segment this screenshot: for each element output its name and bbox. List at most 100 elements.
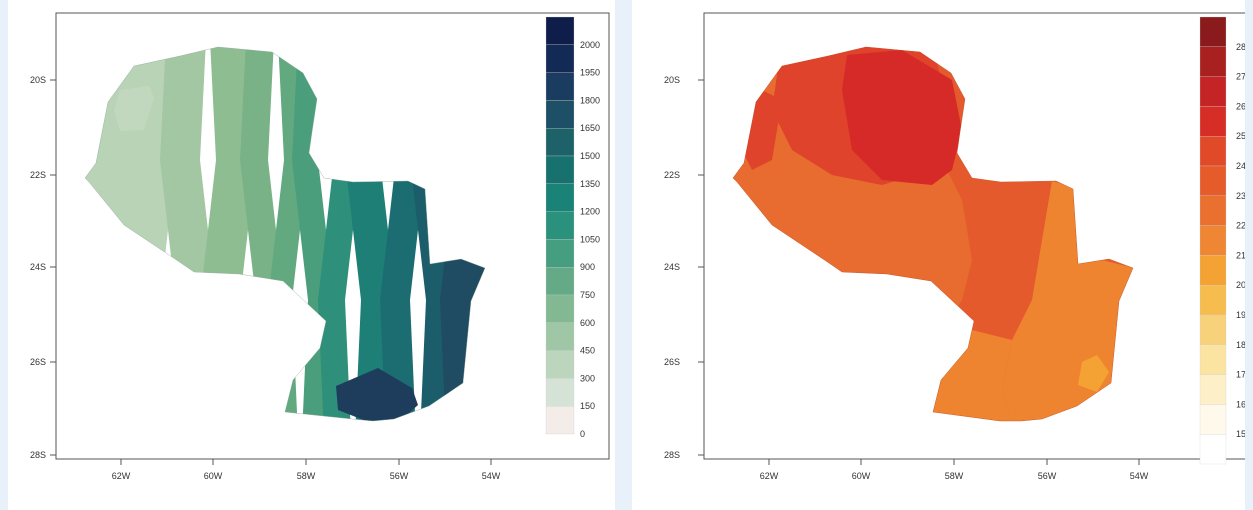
colorbar-label: 1200 (580, 207, 600, 217)
colorbar-swatch (545, 16, 575, 45)
x-tick-label: 60W (852, 471, 871, 481)
colorbar-swatch (1199, 46, 1227, 77)
colorbar-label: 900 (580, 262, 595, 272)
colorbar-label: 17 (1236, 370, 1245, 380)
left-map-panel: 20S 22S 24S 26S 28S 62W 60W 58W 56W 54W … (8, 0, 615, 510)
y-tick-label: 28S (664, 450, 680, 460)
colorbar-label: 1350 (580, 179, 600, 189)
paraguay-outline (84, 46, 486, 422)
colorbar-swatch (545, 211, 575, 240)
temp-zone-core (842, 50, 962, 185)
colorbar-swatch (545, 44, 575, 73)
y-tick-label: 20S (664, 75, 680, 85)
x-axis: 62W 60W 58W 56W 54W (760, 459, 1149, 481)
colorbar-swatch (545, 322, 575, 351)
colorbar-swatch (1199, 434, 1227, 465)
y-tick-label: 24S (664, 262, 680, 272)
x-tick-label: 58W (297, 471, 316, 481)
y-tick-label: 28S (30, 450, 46, 460)
colorbar-swatch (1199, 16, 1227, 47)
colorbar-swatch (1199, 374, 1227, 405)
colorbar-label: 16 (1236, 399, 1245, 409)
colorbar-label: 600 (580, 318, 595, 328)
colorbar-label: 27 (1236, 72, 1245, 82)
colorbar-swatch (545, 378, 575, 407)
y-tick-label: 26S (30, 357, 46, 367)
colorbar-swatch (545, 155, 575, 184)
map-frame (703, 12, 1245, 460)
colorbar-swatch (545, 239, 575, 268)
colorbar-label: 150 (580, 401, 595, 411)
y-tick-label: 20S (30, 75, 46, 85)
y-axis: 20S 22S 24S 26S 28S (664, 75, 704, 460)
rainfall-patch-light (114, 86, 154, 131)
x-axis: 62W 60W 58W 56W 54W (112, 459, 501, 481)
rainfall-patch-dark (336, 368, 418, 421)
x-tick-label: 56W (1038, 471, 1057, 481)
colorbar-swatch (545, 294, 575, 323)
y-tick-label: 22S (664, 170, 680, 180)
paraguay-outline (732, 46, 1134, 422)
x-tick-label: 58W (945, 471, 964, 481)
right-map: 20S 22S 24S 26S 28S 62W 60W 58W 56W 54W … (664, 12, 1245, 481)
colorbar: 2000195018001650150013501200105090075060… (545, 16, 600, 439)
x-tick-label: 62W (112, 471, 131, 481)
rainfall-field (85, 47, 485, 421)
colorbar-swatch (545, 350, 575, 379)
colorbar-swatch (545, 183, 575, 212)
colorbar-label: 450 (580, 346, 595, 356)
colorbar-swatch (1199, 344, 1227, 375)
map-frame (55, 12, 610, 460)
y-tick-label: 26S (664, 357, 680, 367)
colorbar-swatch (545, 72, 575, 101)
colorbar-label: 18 (1236, 340, 1245, 350)
temp-zone-hot-south-east (1078, 355, 1109, 392)
x-tick-label: 60W (204, 471, 223, 481)
colorbar: 28 27 26 25 24 23 22 21 20 19 18 17 16 15 (1199, 16, 1245, 465)
colorbar-swatch (1199, 285, 1227, 316)
colorbar-swatch (1199, 136, 1227, 167)
right-map-panel: 20S 22S 24S 26S 28S 62W 60W 58W 56W 54W … (632, 0, 1245, 510)
colorbar-label: 1650 (580, 123, 600, 133)
colorbar-label: 1950 (580, 68, 600, 78)
y-axis: 20S 22S 24S 26S 28S (30, 75, 56, 460)
colorbar-label: 750 (580, 290, 595, 300)
colorbar-label: 20 (1236, 280, 1245, 290)
colorbar-swatch (1199, 165, 1227, 196)
colorbar-label: 1050 (580, 234, 600, 244)
colorbar-swatch (545, 100, 575, 129)
colorbar-label: 1800 (580, 95, 600, 105)
colorbar-label: 23 (1236, 191, 1245, 201)
colorbar-label: 300 (580, 373, 595, 383)
colorbar-label: 1500 (580, 151, 600, 161)
colorbar-label: 15 (1236, 429, 1245, 439)
x-tick-label: 54W (482, 471, 501, 481)
colorbar-label: 28 (1236, 42, 1245, 52)
colorbar-swatch (545, 128, 575, 157)
temp-zone-east (1002, 181, 1133, 421)
colorbar-label: 19 (1236, 310, 1245, 320)
colorbar-label: 26 (1236, 101, 1245, 111)
colorbar-swatch (545, 406, 575, 435)
colorbar-label: 22 (1236, 221, 1245, 231)
temperature-field (733, 47, 1133, 421)
x-tick-label: 54W (1130, 471, 1149, 481)
colorbar-swatch (1199, 255, 1227, 286)
colorbar-label: 0 (580, 429, 585, 439)
colorbar-swatch (1199, 195, 1227, 226)
rainfall-band (410, 47, 456, 421)
y-tick-label: 22S (30, 170, 46, 180)
colorbar-swatch (1199, 106, 1227, 137)
colorbar-swatch (1199, 76, 1227, 107)
x-tick-label: 62W (760, 471, 779, 481)
colorbar-label: 2000 (580, 40, 600, 50)
colorbar-swatch (1199, 404, 1227, 435)
colorbar-label: 21 (1236, 250, 1245, 260)
rainfall-band (85, 47, 176, 421)
colorbar-label: 25 (1236, 131, 1245, 141)
colorbar-swatch (545, 267, 575, 296)
left-map: 20S 22S 24S 26S 28S 62W 60W 58W 56W 54W … (30, 12, 610, 481)
colorbar-swatch (1199, 314, 1227, 345)
colorbar-swatch (1199, 225, 1227, 256)
colorbar-label: 24 (1236, 161, 1245, 171)
